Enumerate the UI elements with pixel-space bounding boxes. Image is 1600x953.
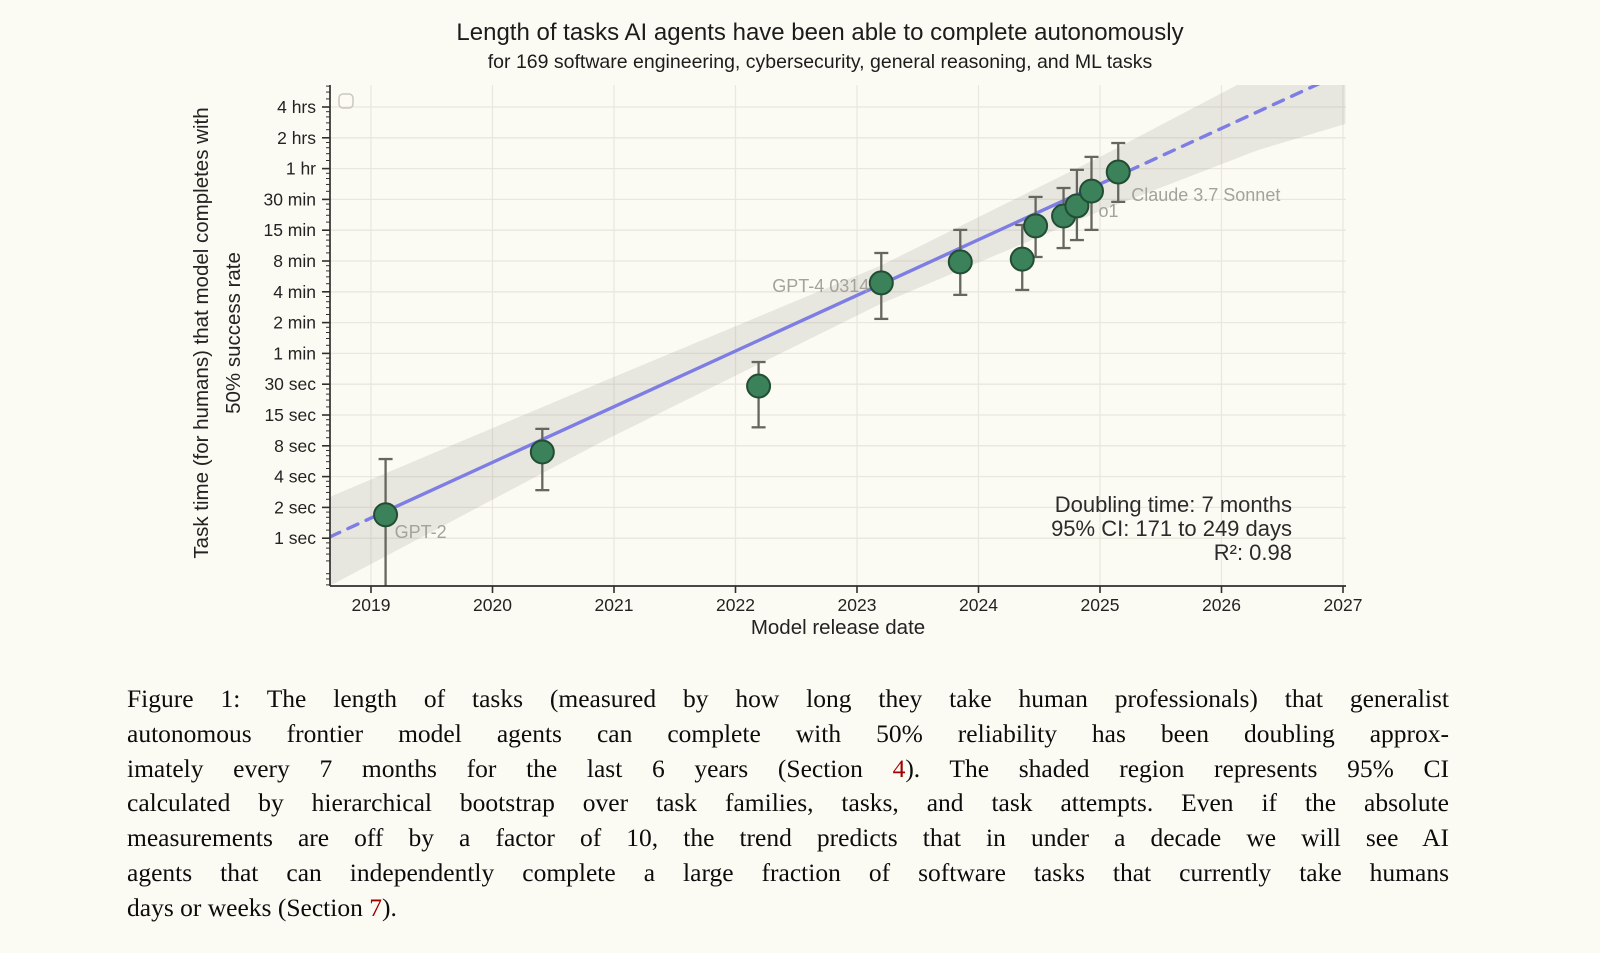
caption-line: days or weeks (Section 7). xyxy=(127,891,1449,926)
y-axis-title-line2: 50% success rate xyxy=(222,252,245,414)
stats-r-squared: R²: 0.98 xyxy=(1214,540,1292,565)
data-point xyxy=(1023,213,1049,239)
data-points xyxy=(373,159,1131,528)
y-tick-label: 1 min xyxy=(273,343,316,363)
data-point xyxy=(373,502,399,528)
data-point xyxy=(1009,246,1035,272)
caption-text: Figure 1: The length of tasks (measured … xyxy=(127,684,1449,713)
x-tick-label: 2022 xyxy=(716,595,755,615)
y-tick-label: 2 sec xyxy=(274,497,316,517)
data-point xyxy=(868,270,894,296)
x-tick-label: 2019 xyxy=(352,595,391,615)
data-point xyxy=(746,373,772,399)
x-tick-label: 2026 xyxy=(1202,595,1241,615)
figure-caption: Figure 1: The length of tasks (measured … xyxy=(127,682,1449,926)
y-tick-label: 4 min xyxy=(273,282,316,302)
section-link[interactable]: 7 xyxy=(369,892,382,922)
y-tick-label: 1 sec xyxy=(274,528,316,548)
chart-subtitle: for 169 software engineering, cybersecur… xyxy=(488,51,1153,73)
y-tick-label: 4 hrs xyxy=(277,97,316,117)
trend-line xyxy=(330,85,1321,539)
point-labels: GPT-2 GPT-4 0314 o1 Claude 3.7 Sonnet xyxy=(395,185,1281,542)
chart: Length of tasks AI agents have been able… xyxy=(190,19,1363,639)
y-tick-label: 15 sec xyxy=(264,405,316,425)
stats-doubling-time: Doubling time: 7 months xyxy=(1055,492,1292,517)
caption-text: imately every 7 months for the last 6 ye… xyxy=(127,753,893,783)
caption-text: ). The shaded region represents 95% CI xyxy=(905,753,1449,783)
chart-title: Length of tasks AI agents have been able… xyxy=(456,19,1183,46)
y-tick-label: 30 min xyxy=(263,189,316,209)
y-tick-label: 8 sec xyxy=(274,436,316,456)
x-tick-label: 2020 xyxy=(473,595,512,615)
data-point xyxy=(947,249,973,275)
caption-line: agents that can independently complete a… xyxy=(127,856,1449,891)
x-tick-label: 2023 xyxy=(838,595,877,615)
caption-text: autonomous frontier model agents can com… xyxy=(127,718,1449,748)
stats-confidence-interval: 95% CI: 171 to 249 days xyxy=(1051,516,1292,541)
y-axis-title-line1: Task time (for humans) that model comple… xyxy=(190,107,213,558)
y-axis-ticks: 1 sec 2 sec 4 sec 8 sec 15 sec 30 sec 1 min 2 m… xyxy=(263,85,330,586)
x-axis-title: Model release date xyxy=(751,616,925,639)
data-point xyxy=(1064,193,1090,219)
point-label-o1: o1 xyxy=(1098,201,1118,221)
stats-annotation: Doubling time: 7 months 95% CI: 171 to 2… xyxy=(1051,492,1292,565)
gridlines xyxy=(330,85,1346,586)
caption-text: calculated by hierarchical bootstrap ove… xyxy=(127,788,1449,818)
point-label-gpt-2: GPT-2 xyxy=(395,522,447,542)
x-tick-label: 2021 xyxy=(595,595,634,615)
x-tick-label: 2027 xyxy=(1324,595,1363,615)
y-tick-label: 2 min xyxy=(273,313,316,333)
point-label-gpt-4-0314: GPT-4 0314 xyxy=(772,276,869,296)
data-point xyxy=(1105,159,1131,185)
y-tick-label: 1 hr xyxy=(286,159,316,179)
caption-text: days or weeks (Section xyxy=(127,892,370,922)
point-label-claude-3-7-sonnet: Claude 3.7 Sonnet xyxy=(1131,185,1280,205)
caption-text: measurements are off by a factor of 10, … xyxy=(127,823,1449,853)
caption-line: Figure 1: The length of tasks (measured … xyxy=(127,682,1449,717)
caption-text: agents that can independently complete a… xyxy=(127,857,1449,887)
caption-line: calculated by hierarchical bootstrap ove… xyxy=(127,786,1449,821)
y-tick-label: 4 sec xyxy=(274,467,316,487)
legend-box xyxy=(338,93,354,109)
y-tick-label: 2 hrs xyxy=(277,128,316,148)
data-point xyxy=(529,439,555,465)
x-tick-label: 2024 xyxy=(959,595,998,615)
trend-solid xyxy=(383,177,1112,514)
y-tick-label: 8 min xyxy=(273,251,316,271)
section-link[interactable]: 4 xyxy=(892,753,906,783)
caption-line: autonomous frontier model agents can com… xyxy=(127,717,1449,752)
caption-line: imately every 7 months for the last 6 ye… xyxy=(127,752,1449,787)
y-tick-label: 30 sec xyxy=(264,374,316,394)
y-tick-label: 15 min xyxy=(263,220,316,240)
x-tick-label: 2025 xyxy=(1081,595,1120,615)
caption-text: ). xyxy=(381,892,397,922)
caption-line: measurements are off by a factor of 10, … xyxy=(127,821,1449,856)
data-point xyxy=(1078,178,1104,204)
trend-dashed-right xyxy=(1108,85,1321,182)
x-axis-ticks: 2019 2020 2021 2022 2023 2024 2025 2026 2027 xyxy=(352,586,1363,615)
